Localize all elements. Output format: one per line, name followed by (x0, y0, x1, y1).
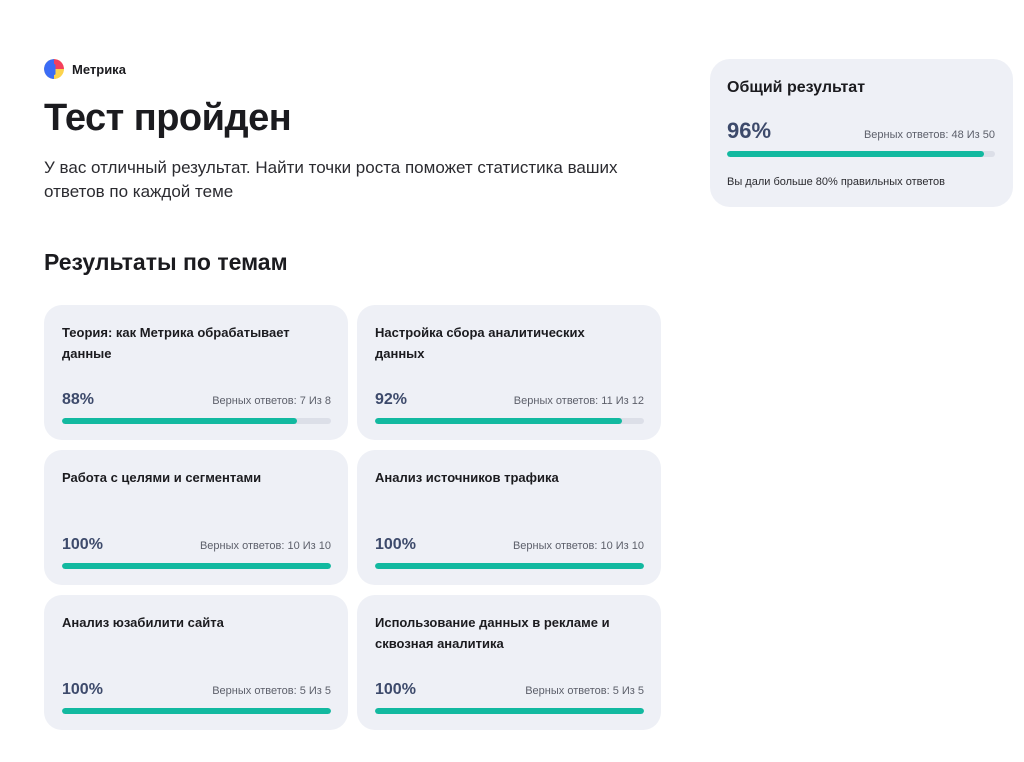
topic-correct-count: Верных ответов: 5 Из 5 (525, 685, 644, 697)
section-title-topics: Результаты по темам (44, 249, 288, 275)
topic-title: Анализ юзабилити сайта (62, 615, 224, 630)
topic-progress-bar (62, 418, 331, 424)
topic-percent: 100% (375, 536, 416, 553)
metrika-logo-icon (44, 59, 64, 79)
topic-card: Анализ юзабилити сайта 100% Верных ответ… (44, 595, 348, 730)
topic-progress-bar (375, 708, 644, 714)
brand-name: Метрика (72, 61, 126, 77)
topic-progress-fill (375, 563, 644, 569)
topics-grid: Теория: как Метрика обрабатывает данные … (44, 305, 661, 730)
topic-percent: 100% (62, 681, 103, 698)
page-subtitle: У вас отличный результат. Найти точки ро… (44, 158, 618, 201)
topic-percent: 92% (375, 391, 408, 408)
overall-result-title: Общий результат (727, 79, 866, 96)
topic-card: Работа с целями и сегментами 100% Верных… (44, 450, 348, 585)
topic-card: Использование данных в рекламе и сквозна… (357, 595, 661, 730)
topic-progress-bar (62, 563, 331, 569)
topic-percent: 88% (62, 391, 95, 408)
topic-card: Теория: как Метрика обрабатывает данные … (44, 305, 348, 440)
topic-title: Теория: как Метрика обрабатывает данные (62, 325, 290, 361)
brand: Метрика (44, 59, 126, 79)
topic-title: Анализ источников трафика (375, 470, 559, 485)
topic-correct-count: Верных ответов: 11 Из 12 (513, 395, 644, 407)
overall-progress-bar (727, 151, 995, 157)
topic-card: Анализ источников трафика 100% Верных от… (357, 450, 661, 585)
topic-progress-fill (375, 418, 622, 424)
topic-progress-fill (375, 708, 644, 714)
topic-card: Настройка сбора аналитических данных 92%… (357, 305, 661, 440)
topic-progress-fill (62, 708, 331, 714)
topic-progress-bar (375, 418, 644, 424)
topic-correct-count: Верных ответов: 10 Из 10 (199, 540, 331, 552)
topic-percent: 100% (375, 681, 416, 698)
topic-title: Работа с целями и сегментами (62, 470, 262, 485)
overall-result-note: Вы дали больше 80% правильных ответов (727, 176, 945, 188)
topic-progress-fill (62, 563, 331, 569)
overall-result-card: Общий результат 96% Верных ответов: 48 И… (710, 59, 1013, 207)
overall-correct-count: Верных ответов: 48 Из 50 (863, 129, 995, 141)
topic-progress-bar (62, 708, 331, 714)
topic-correct-count: Верных ответов: 10 Из 10 (512, 540, 644, 552)
topic-title: Настройка сбора аналитических данных (375, 325, 585, 361)
overall-progress-fill (727, 151, 985, 157)
page-title: Тест пройден (44, 97, 292, 139)
topic-correct-count: Верных ответов: 7 Из 8 (212, 395, 331, 407)
topic-title: Использование данных в рекламе и сквозна… (375, 615, 610, 651)
topic-correct-count: Верных ответов: 5 Из 5 (212, 685, 331, 697)
overall-result-percent: 96% (727, 118, 772, 143)
topic-progress-bar (375, 563, 644, 569)
topic-progress-fill (62, 418, 298, 424)
topic-percent: 100% (62, 536, 103, 553)
